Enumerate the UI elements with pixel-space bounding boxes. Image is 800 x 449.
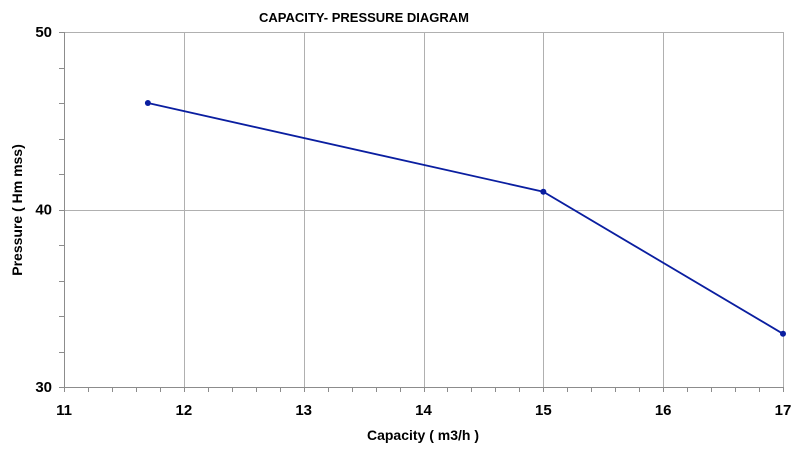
chart-title: CAPACITY- PRESSURE DIAGRAM [259,10,469,25]
series [144,100,786,337]
data-point [780,330,786,337]
y-tick-label: 50 [35,24,52,41]
x-tick-label: 12 [175,402,192,419]
x-tick-label: 11 [56,402,72,419]
axes [59,32,784,392]
gridlines [64,32,784,387]
tick-labels: 11 12 13 14 15 16 17 30 40 50 [35,24,791,419]
y-axis-label: Pressure ( Hm mss) [9,144,25,276]
x-tick-label: 14 [415,402,432,419]
series-line [147,102,784,335]
x-tick-label: 16 [655,402,672,419]
y-tick-label: 30 [35,379,52,396]
data-point [540,188,547,195]
x-axis-label: Capacity ( m3/h ) [367,427,479,443]
data-point [144,100,151,106]
y-tick-label: 40 [35,202,52,219]
x-tick-label: 17 [775,402,792,419]
x-tick-label: 15 [535,402,552,419]
x-tick-label: 13 [295,402,312,419]
